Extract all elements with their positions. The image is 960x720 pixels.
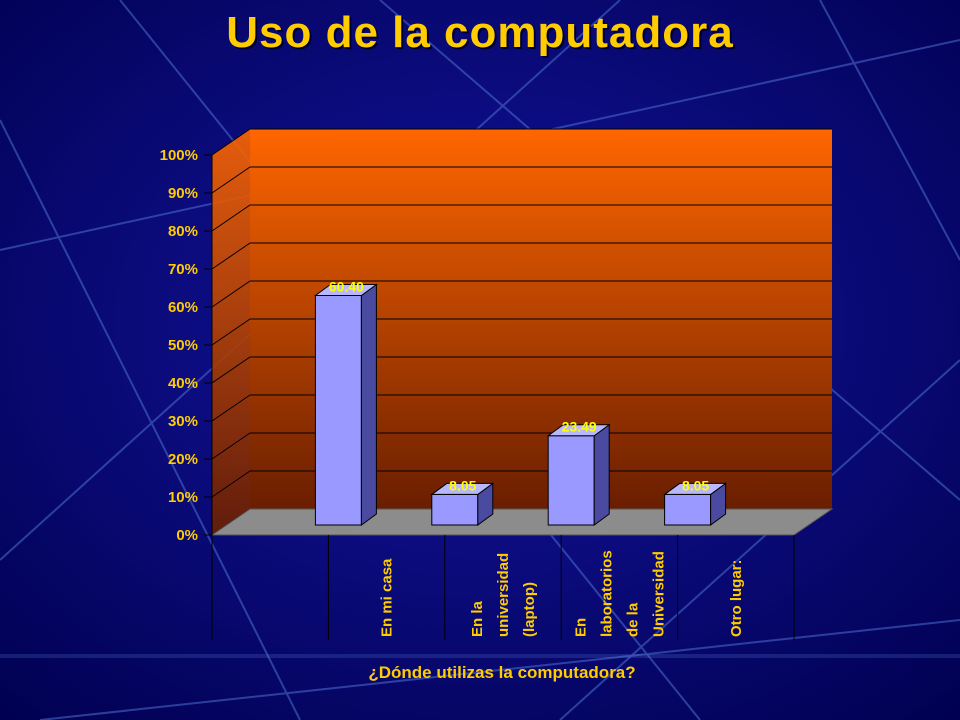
y-tick-label: 60% [168, 299, 198, 316]
x-category-line: Otro lugar: [728, 560, 745, 638]
data-label: 8.05 [682, 477, 709, 493]
gridline-side [211, 394, 251, 422]
x-category-line: de la [624, 602, 641, 637]
x-category-line: En la [469, 600, 486, 637]
chart-floor [210, 508, 834, 536]
bar-front [314, 294, 362, 526]
bar-2 [430, 482, 495, 526]
bar-top [313, 283, 378, 296]
y-tick-label: 30% [168, 413, 198, 430]
x-category-line: universidad [495, 553, 512, 637]
bar-side [360, 283, 377, 526]
bar-top [663, 482, 728, 495]
x-category-line: En mi casa [379, 558, 396, 637]
y-tick-label: 90% [168, 185, 198, 202]
y-tick-label: 20% [168, 451, 198, 468]
data-label: 60.40 [329, 278, 364, 294]
gridline-side [211, 204, 251, 232]
y-tick-label: 0% [176, 527, 198, 544]
y-tick-label: 10% [168, 489, 198, 506]
x-category-line: (laptop) [521, 582, 538, 637]
gridline-side [211, 318, 251, 346]
x-category-label: En mi casa [379, 558, 396, 637]
bar-1 [313, 283, 378, 526]
bar-4 [663, 482, 728, 526]
x-category-label: Otro lugar: [728, 560, 745, 638]
gridline-side [211, 128, 251, 156]
x-category-line: Universidad [650, 551, 667, 637]
y-tick-label: 100% [160, 147, 198, 164]
data-label: 23.49 [562, 419, 597, 435]
bar-front [547, 435, 595, 526]
gridline-side [211, 470, 251, 498]
y-tick-label: 50% [168, 337, 198, 354]
x-category-label: En laboratorios de la Universidad [572, 550, 667, 637]
y-tick-label: 80% [168, 223, 198, 240]
slide-title: Uso de la computadora [226, 8, 734, 57]
gridline-side [211, 280, 251, 308]
bar-front [664, 493, 712, 526]
gridline-side [211, 242, 251, 270]
y-tick-label: 70% [168, 261, 198, 278]
x-category-line: En [572, 618, 589, 637]
bar-top [546, 424, 611, 437]
bar-side [593, 423, 610, 526]
gridline-side [211, 166, 251, 194]
x-category-label: En la universidad (laptop) [469, 553, 538, 637]
data-label: 8.05 [449, 477, 476, 493]
gridline-side [211, 356, 251, 384]
y-tick-label: 40% [168, 375, 198, 392]
gridline-side [211, 432, 251, 460]
x-axis-title: ¿Dónde utilizas la computadora? [368, 663, 635, 682]
bar-3 [546, 423, 611, 526]
bar-front [431, 493, 479, 526]
bar-top [430, 482, 495, 495]
x-category-line: laboratorios [598, 550, 615, 637]
